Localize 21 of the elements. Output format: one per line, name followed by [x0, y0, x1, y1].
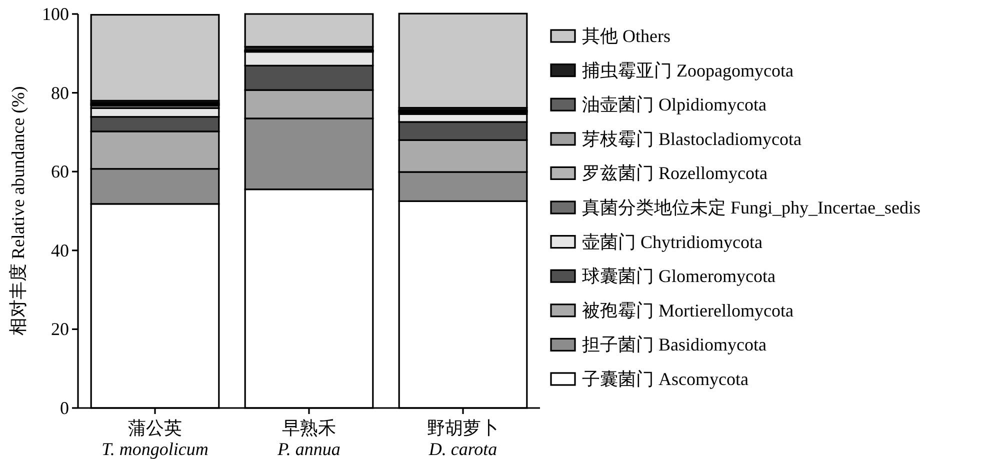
y-tick-label: 60 — [51, 162, 69, 182]
x-tick-label: 蒲公英 T. mongolicum — [102, 418, 208, 459]
legend-label: 球囊菌门 Glomeromycota — [582, 266, 776, 286]
legend-label: 芽枝霉门 Blastocladiomycota — [582, 128, 802, 149]
y-tick-label: 20 — [51, 319, 69, 340]
legend-label: 其他 Others — [582, 26, 670, 46]
y-tick-label: 100 — [42, 4, 69, 24]
x-tick-label: 早熟禾 P. annua — [276, 418, 340, 459]
legend-label: 罗兹菌门 Rozellomycota — [582, 163, 768, 184]
legend-label: 担子菌门 Basidiomycota — [582, 334, 766, 355]
legend-label: 子囊菌门 Ascomycota — [582, 369, 748, 389]
x-tick-label: 野胡萝卜 D. carota — [427, 418, 499, 459]
legend-label: 壶菌门 Chytridiomycota — [582, 232, 762, 252]
legend-label: 真菌分类地位未定 Fungi_phy_Incertae_sedis — [582, 198, 920, 218]
y-tick-label: 40 — [51, 240, 69, 260]
legend-label: 被孢霉门 Mortierellomycota — [582, 300, 794, 320]
legend-label: 油壶菌门 Olpidiomycota — [582, 94, 766, 115]
y-tick-label: 0 — [60, 398, 69, 418]
y-tick-label: 80 — [51, 82, 69, 103]
legend-label: 捕虫霉亚门 Zoopagomycota — [582, 60, 794, 80]
y-axis-title: 相对丰度 Relative abundance (%) — [8, 86, 28, 336]
